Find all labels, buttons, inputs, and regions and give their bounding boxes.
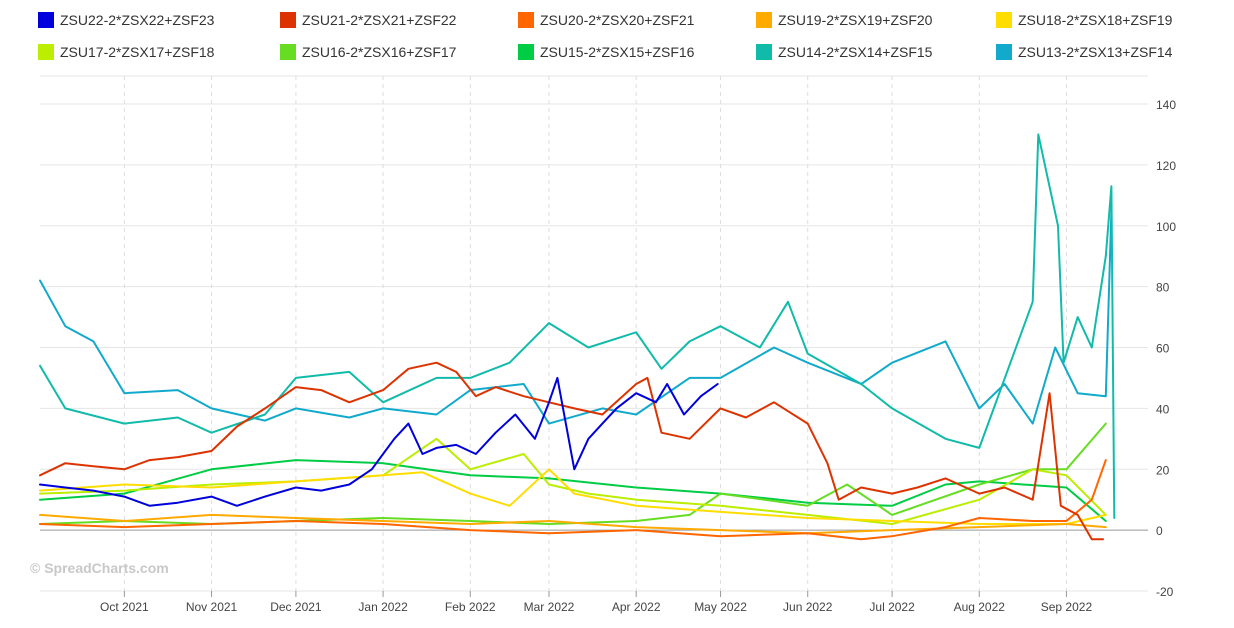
y-axis: -20 0 20 40 60 80 100 120 140 [1156, 98, 1176, 599]
legend-swatch [996, 44, 1012, 60]
x-axis: Oct 2021 Nov 2021 Dec 2021 Jan 2022 Feb 2022… [100, 591, 1092, 614]
series-line [39, 459, 1107, 522]
legend-item[interactable]: ZSU21-2*ZSX21+ZSF22 [280, 11, 456, 29]
y-tick-label: -20 [1156, 585, 1174, 599]
x-tick-label: Oct 2021 [100, 600, 149, 614]
legend-swatch [518, 12, 534, 28]
x-tick-label: Dec 2021 [270, 600, 322, 614]
legend-swatch [518, 44, 534, 60]
x-tick-label: May 2022 [694, 600, 747, 614]
legend-label: ZSU13-2*ZSX13+ZSF14 [1018, 44, 1173, 60]
x-tick-label: Feb 2022 [445, 600, 496, 614]
y-tick-label: 40 [1156, 402, 1170, 416]
y-tick-label: 140 [1156, 98, 1176, 112]
x-tick-label: Nov 2021 [186, 600, 238, 614]
series-line [39, 361, 1104, 541]
series-line [39, 468, 1107, 525]
y-tick-label: 120 [1156, 159, 1176, 173]
grid-lines [40, 75, 1148, 592]
legend-label: ZSU19-2*ZSX19+ZSF20 [778, 12, 933, 28]
x-tick-label: Jan 2022 [358, 600, 408, 614]
legend-item[interactable]: ZSU22-2*ZSX22+ZSF23 [38, 11, 214, 29]
legend-swatch [38, 44, 54, 60]
legend-swatch [756, 44, 772, 60]
y-tick-label: 100 [1156, 220, 1176, 234]
legend-swatch [996, 12, 1012, 28]
x-tick-label: Apr 2022 [612, 600, 661, 614]
legend-item[interactable]: ZSU16-2*ZSX16+ZSF17 [280, 43, 456, 61]
legend-item[interactable]: ZSU20-2*ZSX20+ZSF21 [518, 11, 694, 29]
legend-label: ZSU14-2*ZSX14+ZSF15 [778, 44, 933, 60]
watermark: © SpreadCharts.com [30, 560, 169, 576]
legend-item[interactable]: ZSU13-2*ZSX13+ZSF14 [996, 43, 1172, 61]
x-tick-label: Mar 2022 [524, 600, 575, 614]
x-tick-label: Sep 2022 [1041, 600, 1093, 614]
x-tick-label: Jun 2022 [783, 600, 833, 614]
legend-label: ZSU16-2*ZSX16+ZSF17 [302, 44, 457, 60]
series-line [39, 376, 719, 507]
x-tick-label: Jul 2022 [869, 600, 915, 614]
legend-label: ZSU20-2*ZSX20+ZSF21 [540, 12, 695, 28]
series-layer [39, 133, 1116, 541]
legend-item[interactable]: ZSU17-2*ZSX17+ZSF18 [38, 43, 214, 61]
series-line [39, 209, 1113, 425]
legend-label: ZSU17-2*ZSX17+ZSF18 [60, 44, 215, 60]
legend-label: ZSU15-2*ZSX15+ZSF16 [540, 44, 695, 60]
legend-item[interactable]: ZSU15-2*ZSX15+ZSF16 [518, 43, 694, 61]
series-line [39, 133, 1116, 519]
y-tick-label: 20 [1156, 463, 1170, 477]
legend-swatch [280, 12, 296, 28]
legend-item[interactable]: ZSU14-2*ZSX14+ZSF15 [756, 43, 932, 61]
legend-label: ZSU21-2*ZSX21+ZSF22 [302, 12, 457, 28]
chart-legend: ZSU22-2*ZSX22+ZSF23 ZSU21-2*ZSX21+ZSF22 ZS… [38, 8, 1228, 64]
y-tick-label: 60 [1156, 342, 1170, 356]
legend-swatch [280, 44, 296, 60]
legend-label: ZSU22-2*ZSX22+ZSF23 [60, 12, 215, 28]
series-line [39, 459, 1107, 541]
series-line [39, 513, 1107, 535]
legend-label: ZSU18-2*ZSX18+ZSF19 [1018, 12, 1173, 28]
legend-swatch [756, 12, 772, 28]
y-tick-label: 80 [1156, 281, 1170, 295]
legend-item[interactable]: ZSU19-2*ZSX19+ZSF20 [756, 11, 932, 29]
y-tick-label: 0 [1156, 524, 1163, 538]
legend-swatch [38, 12, 54, 28]
x-tick-label: Aug 2022 [954, 600, 1006, 614]
legend-item[interactable]: ZSU18-2*ZSX18+ZSF19 [996, 11, 1172, 29]
